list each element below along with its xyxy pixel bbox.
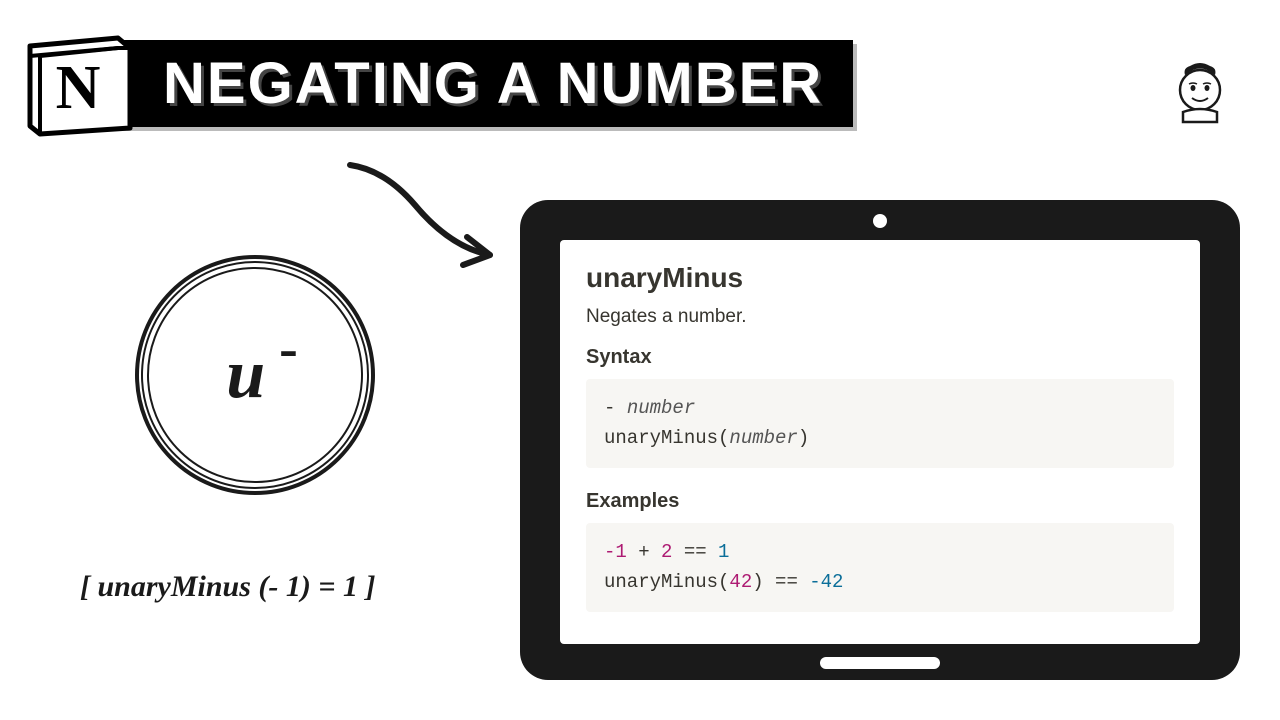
ex-token: + bbox=[627, 541, 661, 563]
svg-text:N: N bbox=[56, 54, 101, 122]
doc-title: unaryMinus bbox=[586, 262, 1174, 294]
ex-token: 42 bbox=[729, 571, 752, 593]
header: N NEGATING A NUMBER bbox=[18, 28, 853, 138]
syntax-prefix: - bbox=[604, 397, 627, 419]
examples-heading: Examples bbox=[586, 490, 1174, 513]
ex-token: -42 bbox=[809, 571, 843, 593]
syntax-keyword: number bbox=[627, 397, 695, 419]
ex-token: unaryMinus( bbox=[604, 571, 729, 593]
ex-token: 1 bbox=[718, 541, 729, 563]
avatar-icon bbox=[1165, 60, 1235, 130]
syntax-fn: unaryMinus( bbox=[604, 427, 729, 449]
ex-token: 2 bbox=[661, 541, 672, 563]
ex-token: ) == bbox=[752, 571, 809, 593]
symbol-badge: u- bbox=[135, 255, 375, 495]
tablet-screen: unaryMinus Negates a number. Syntax - nu… bbox=[560, 240, 1200, 644]
badge-superscript: - bbox=[279, 317, 298, 381]
page-title-banner: NEGATING A NUMBER bbox=[73, 40, 853, 127]
badge-symbol: u bbox=[226, 335, 265, 415]
examples-code-block: -1 + 2 == 1 unaryMinus(42) == -42 bbox=[586, 523, 1174, 612]
doc-description: Negates a number. bbox=[586, 306, 1174, 328]
syntax-close: ) bbox=[798, 427, 809, 449]
syntax-keyword: number bbox=[729, 427, 797, 449]
tablet-frame: unaryMinus Negates a number. Syntax - nu… bbox=[520, 200, 1240, 680]
tablet-camera-icon bbox=[873, 214, 887, 228]
ex-token: -1 bbox=[604, 541, 627, 563]
syntax-heading: Syntax bbox=[586, 346, 1174, 369]
notion-logo-icon: N bbox=[18, 28, 148, 138]
tablet-home-icon bbox=[820, 657, 940, 669]
ex-token: == bbox=[672, 541, 718, 563]
syntax-code-block: - number unaryMinus(number) bbox=[586, 379, 1174, 468]
formula-caption: [ unaryMinus (- 1) = 1 ] bbox=[80, 570, 375, 604]
